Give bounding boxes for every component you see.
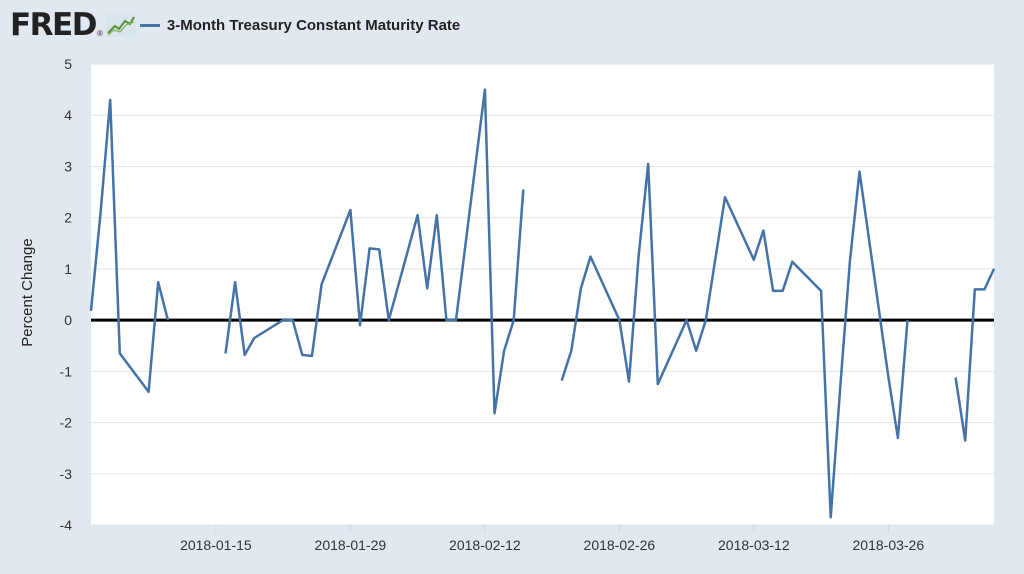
y-tick-label: -1 <box>60 363 73 379</box>
y-tick-label: 2 <box>64 210 72 226</box>
registered-mark: ® <box>96 29 103 38</box>
plot-area <box>91 64 994 525</box>
y-tick-label: -3 <box>60 466 73 482</box>
line-chart-icon <box>105 13 136 37</box>
x-tick-label: 2018-01-15 <box>180 537 252 553</box>
y-tick-label: 0 <box>64 312 72 328</box>
y-axis-label: Percent Change <box>19 238 36 346</box>
x-tick-label: 2018-03-26 <box>853 537 925 553</box>
legend-label: 3-Month Treasury Constant Maturity Rate <box>166 16 461 34</box>
fred-logo[interactable]: FRED <box>10 6 97 43</box>
x-tick-label: 2018-02-26 <box>584 537 656 553</box>
legend-swatch <box>139 23 160 27</box>
y-axis: -4 -3 -2 -1 0 1 2 3 4 5 <box>60 56 73 533</box>
gridlines <box>91 63 994 526</box>
series-line <box>224 88 525 415</box>
y-tick-label: -2 <box>60 415 73 431</box>
legend[interactable]: 3-Month Treasury Constant Maturity Rate <box>139 16 461 34</box>
series-line <box>560 162 909 519</box>
series-line <box>954 268 996 442</box>
y-tick-label: 4 <box>64 107 72 123</box>
y-tick-label: 3 <box>64 158 72 174</box>
x-tick-label: 2018-01-29 <box>315 537 387 553</box>
y-tick-label: -4 <box>60 517 73 533</box>
x-tick-label: 2018-02-12 <box>449 537 521 553</box>
x-axis: 2018-01-15 2018-01-29 2018-02-12 2018-02-26… <box>180 525 924 553</box>
chart-header: FRED ® 3-Month Treasury Constant Maturit… <box>10 8 460 42</box>
x-tick-label: 2018-03-12 <box>718 537 790 553</box>
y-tick-label: 1 <box>64 261 72 277</box>
series-layer <box>89 88 996 519</box>
y-tick-label: 5 <box>64 56 72 72</box>
series-line <box>89 98 170 394</box>
